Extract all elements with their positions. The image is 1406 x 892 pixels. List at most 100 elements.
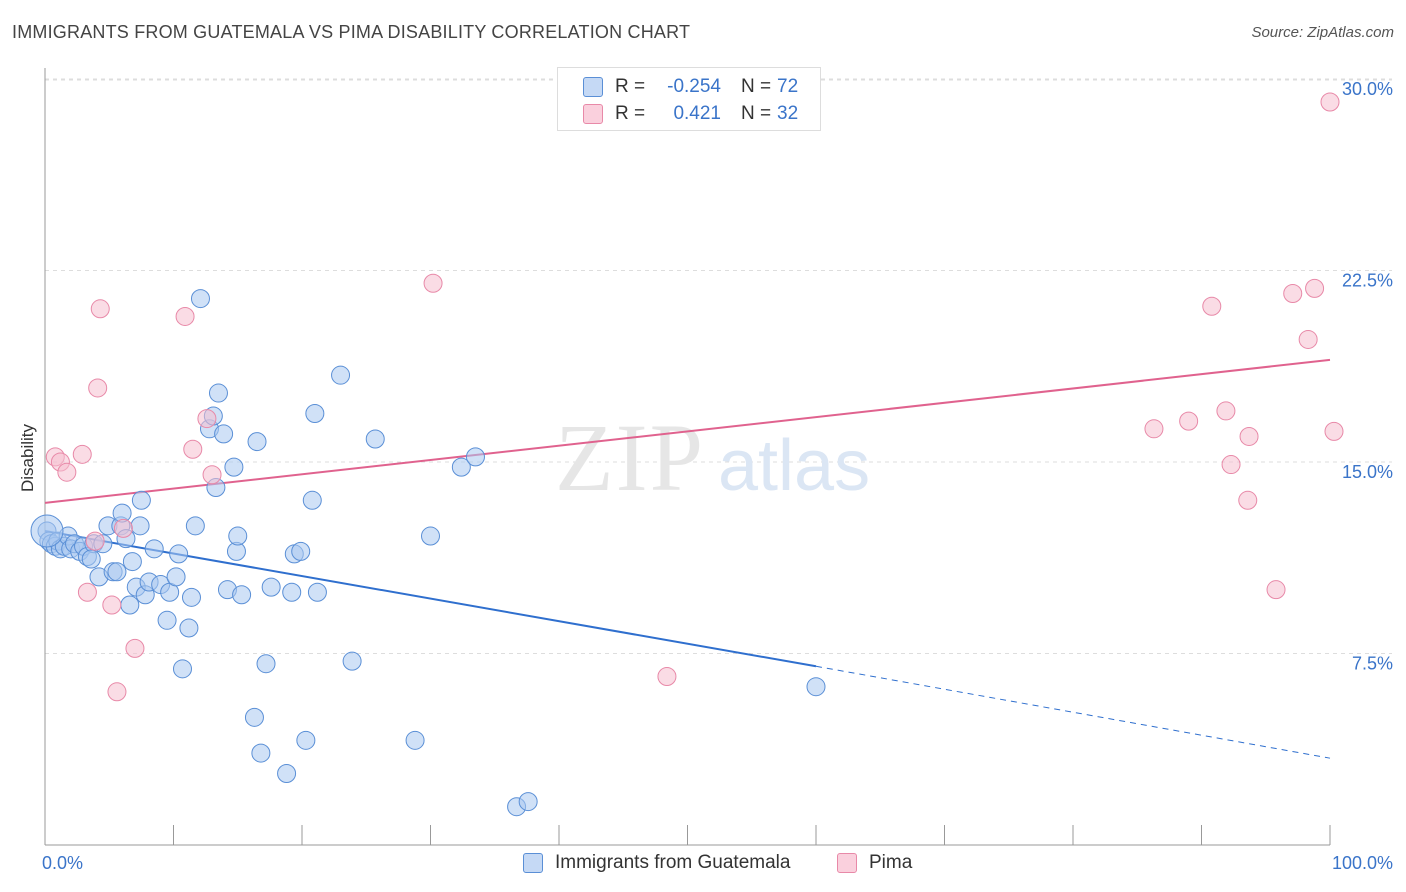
series-legend-label: Immigrants from Guatemala [555,852,791,873]
y-tick-label: 30.0% [1342,79,1393,99]
legend-swatch-pink [583,104,603,124]
point-pima [57,462,77,482]
point-pima [1239,426,1259,446]
point-guatemala [232,585,252,605]
watermark: ZIP atlas [555,404,870,511]
point-guatemala [282,582,302,602]
point-guatemala [331,365,351,385]
point-pima [85,531,105,551]
point-guatemala [518,792,538,812]
correlation-legend: R = -0.254 N = 72 R = 0.421 N = 32 [557,67,821,131]
point-guatemala [169,544,189,564]
point-pima [1216,401,1236,421]
point-guatemala [214,424,234,444]
point-guatemala [305,403,325,423]
axis-layer [44,68,1331,846]
point-pima [1238,490,1258,510]
point-guatemala [251,743,271,763]
legend-n-label: N = [741,76,772,97]
legend-n-value: 32 [777,103,799,124]
point-guatemala [185,516,205,536]
point-guatemala [144,539,164,559]
legend-r-label: R = [615,76,646,97]
point-guatemala [465,447,485,467]
point-guatemala [405,730,425,750]
x-tick-label: 100.0% [1332,853,1393,873]
point-guatemala [451,457,471,477]
point-guatemala [190,289,210,309]
y-tick-label: 22.5% [1342,271,1393,291]
point-guatemala [247,432,267,452]
points-layer [30,92,1344,817]
point-pima [113,518,133,538]
point-guatemala [81,549,101,569]
point-guatemala [107,562,127,582]
point-guatemala [228,526,248,546]
legend-r-value: 0.421 [673,103,721,124]
series-legend: Immigrants from Guatemala Pima [0,852,1406,878]
point-pima [125,638,145,658]
legend-r-value: -0.254 [667,76,721,97]
series-swatch-pink [837,853,857,873]
point-guatemala [244,707,264,727]
point-guatemala [307,582,327,602]
series-swatch-blue [523,853,543,873]
point-guatemala [120,595,140,615]
point-guatemala [181,587,201,607]
point-guatemala [208,383,228,403]
point-pima [1266,580,1286,600]
point-guatemala [261,577,281,597]
point-pima [1305,278,1325,298]
tick-label-layer: 7.5% 15.0% 22.5% 30.0% 0.0% 100.0% [42,79,1393,873]
legend-row-pima: R = 0.421 N = 32 [558,100,798,128]
point-pima [1179,411,1199,431]
point-guatemala [421,526,440,546]
source-text: Source: ZipAtlas.com [1251,24,1394,41]
watermark-zip: ZIP [555,404,705,511]
point-guatemala [302,490,322,510]
x-tick-label: 0.0% [42,853,83,873]
trend-line-guatemala-extension [815,665,1331,759]
point-guatemala [130,516,150,536]
legend-n-value: 72 [777,76,799,97]
point-guatemala [172,659,192,679]
point-pima [1320,92,1340,112]
point-pima [657,666,677,686]
point-pima [1221,455,1241,475]
point-guatemala [342,651,362,671]
point-pima [1202,296,1222,316]
point-pima [90,299,110,319]
point-guatemala [157,610,177,630]
legend-r-label: R = [615,103,646,124]
point-pima [423,273,443,293]
watermark-atlas: atlas [718,426,870,506]
legend-n-label: N = [741,103,772,124]
point-guatemala [166,567,186,587]
point-guatemala [365,429,385,449]
point-guatemala [806,677,826,697]
point-pima [197,409,217,429]
point-guatemala [277,764,297,784]
point-pima [1144,419,1164,439]
legend-row-guatemala: R = -0.254 N = 72 [558,73,798,101]
point-pima [72,444,92,464]
point-pima [1283,283,1303,303]
point-pima [202,465,222,485]
point-guatemala [256,654,276,674]
point-pima [1324,421,1344,441]
series-legend-guatemala: Immigrants from Guatemala [523,852,790,874]
point-pima [102,595,122,615]
point-pima [107,682,127,702]
point-guatemala [224,457,244,477]
point-pima [175,306,195,326]
point-guatemala [131,490,151,510]
legend-swatch-blue [583,77,603,97]
point-guatemala [179,618,199,638]
point-guatemala-large [30,514,64,548]
trend-line-pima [44,358,1331,504]
series-legend-pima: Pima [837,852,912,874]
series-legend-label: Pima [869,852,913,873]
point-guatemala [122,552,142,572]
point-pima [88,378,108,398]
